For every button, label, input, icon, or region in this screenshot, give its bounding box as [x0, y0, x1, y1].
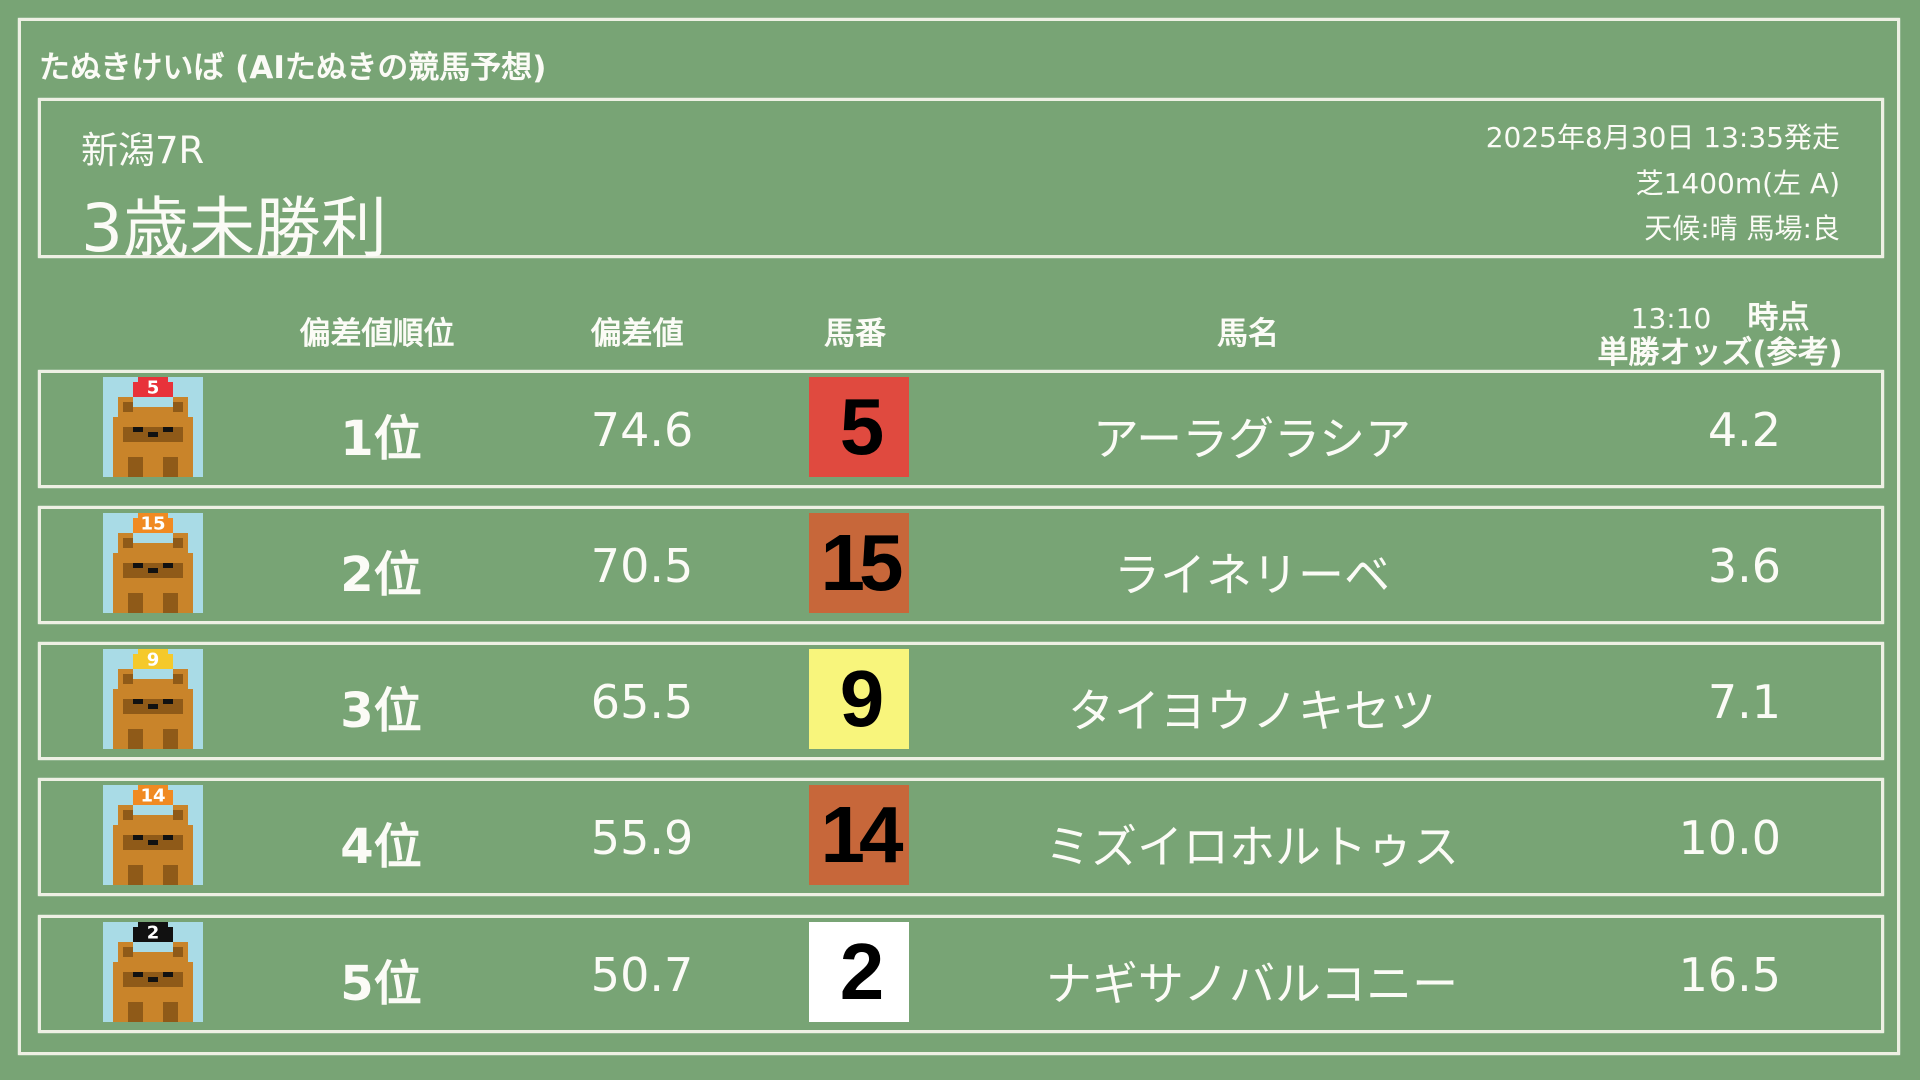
cap-number: 5 — [147, 378, 160, 399]
odds-label: 単勝オッズ(参考) — [1597, 335, 1843, 371]
table-row: 15 2位 70.5 15 ライネリーベ 3.6 — [38, 506, 1884, 624]
col-header-odds: 13:10 時点 単勝オッズ(参考) — [1597, 292, 1842, 369]
horse-number-box: 2 — [809, 922, 909, 1022]
win-odds: 3.6 — [1707, 539, 1781, 593]
tanuki-avatar-icon: 9 — [103, 649, 203, 749]
win-odds: 7.1 — [1707, 675, 1781, 729]
tanuki-avatar-icon: 5 — [103, 377, 203, 477]
win-odds: 4.2 — [1707, 403, 1781, 457]
cap-number: 2 — [147, 923, 160, 944]
tanuki-avatar-icon: 15 — [103, 513, 203, 613]
cap-number: 9 — [147, 650, 160, 671]
race-venue-round: 新潟7R — [81, 129, 205, 172]
horse-number-box: 9 — [809, 649, 909, 749]
col-header-rank: 偏差値順位 — [299, 316, 455, 352]
app-title: たぬきけいば (AIたぬきの競馬予想) — [39, 50, 547, 86]
race-course: 芝1400m(左 A) — [1635, 167, 1840, 200]
odds-time-suffix: 時点 — [1747, 300, 1810, 336]
board-frame — [18, 18, 1900, 1055]
race-header-box — [38, 98, 1884, 258]
table-row: 14 4位 55.9 14 ミズイロホルトゥス 10.0 — [38, 778, 1884, 896]
race-name: 3歳未勝利 — [81, 190, 387, 267]
tanuki-avatar-icon: 14 — [103, 785, 203, 885]
tanuki-avatar-icon: 2 — [103, 922, 203, 1022]
cap-number: 15 — [140, 514, 165, 535]
table-row: 9 3位 65.5 9 タイヨウノキセツ 7.1 — [38, 642, 1884, 760]
horse-number-box: 5 — [809, 377, 909, 477]
col-header-horse-name: 馬名 — [1217, 316, 1279, 352]
horse-number-box: 14 — [809, 785, 909, 885]
horse-number-box: 15 — [809, 513, 909, 613]
table-row: 5 1位 74.6 5 アーラグラシア 4.2 — [38, 370, 1884, 488]
odds-time: 13:10 — [1630, 302, 1712, 335]
col-header-number: 馬番 — [824, 316, 886, 352]
race-conditions: 天候:晴 馬場:良 — [1644, 212, 1840, 245]
table-row: 2 5位 50.7 2 ナギサノバルコニー 16.5 — [38, 915, 1884, 1033]
cap-number: 14 — [140, 786, 165, 807]
win-odds: 10.0 — [1678, 811, 1781, 865]
race-datetime: 2025年8月30日 13:35発走 — [1485, 121, 1840, 154]
win-odds: 16.5 — [1678, 948, 1781, 1002]
col-header-deviation: 偏差値 — [590, 316, 684, 352]
